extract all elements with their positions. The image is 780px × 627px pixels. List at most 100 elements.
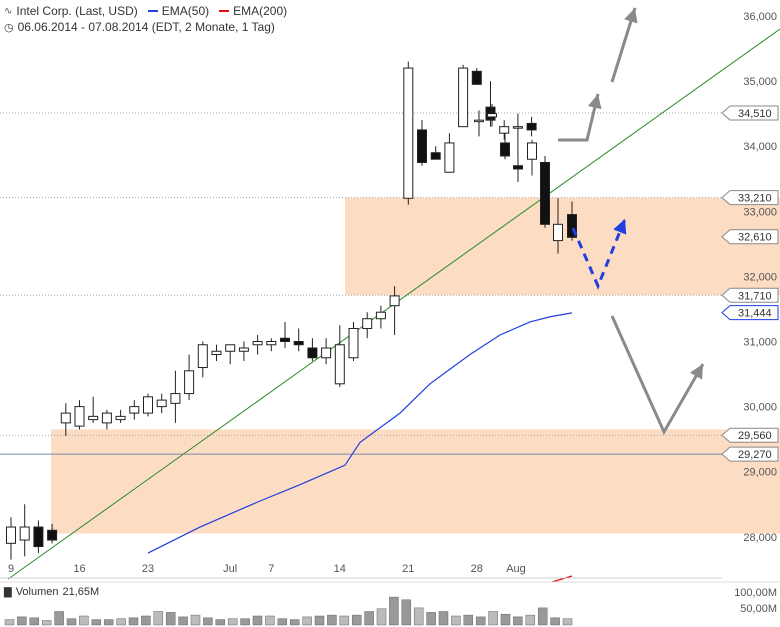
x-tick-label-2: 16 <box>73 563 85 575</box>
price-tag-box-1 <box>721 105 779 121</box>
scenario-arrow-blue-head <box>613 219 627 235</box>
ema50-legend-line <box>147 10 158 12</box>
candle-body-late-1 <box>487 113 497 118</box>
volume-bar-8 <box>103 619 114 626</box>
candle-body-25 <box>348 327 359 359</box>
candle-body-late-7 <box>567 214 577 238</box>
candle-body-4 <box>60 412 71 424</box>
volume-bar-27 <box>339 615 350 626</box>
clock-icon: ◷ <box>4 21 14 34</box>
candle-body-33 <box>458 67 469 128</box>
y-tick-label-1: 36,000 <box>743 11 777 23</box>
candle-body-38 <box>526 122 537 131</box>
volume-bar-13 <box>165 612 176 626</box>
volume-bar-39 <box>488 611 498 626</box>
scenario-arrow-up-high-head <box>624 8 638 24</box>
candle-body-13 <box>184 370 195 395</box>
candle-body-late-6 <box>553 223 563 242</box>
candle-body-0 <box>6 526 16 544</box>
volume-bar-31 <box>389 596 399 626</box>
volume-bar-42 <box>525 614 536 626</box>
volume-bar-30 <box>376 608 387 626</box>
price-tag-box-3 <box>721 229 779 245</box>
volume-bar-37 <box>463 614 474 626</box>
volume-bar-40 <box>500 613 511 626</box>
candle-body-12 <box>170 393 181 404</box>
candle-body-2 <box>33 526 44 548</box>
candle-body-21 <box>293 341 304 346</box>
volume-bar-35 <box>438 611 449 626</box>
scenario-arrow-up <box>558 93 600 142</box>
x-tick-label-1: 9 <box>8 563 14 575</box>
ema50-legend-label: EMA(50) <box>161 4 210 18</box>
ema200-legend-line <box>219 10 230 12</box>
candle-body-15 <box>211 350 222 356</box>
candle-body-late-5 <box>540 161 550 225</box>
ema200-line <box>551 575 573 583</box>
y-tick-label-3: 34,000 <box>743 141 777 153</box>
scenario-arrow-down-up <box>610 315 705 436</box>
candle-body-1 <box>19 526 30 541</box>
volume-bar-23 <box>289 619 300 626</box>
candle-body-16 <box>225 344 236 352</box>
candle-body-late-4 <box>527 142 537 160</box>
y-tick-label-7: 30,000 <box>743 402 777 414</box>
candle-body-18 <box>252 341 263 346</box>
candle-body-5 <box>74 406 85 427</box>
candle-body-29 <box>403 67 414 199</box>
candle-body-26 <box>362 318 373 329</box>
price-tag-box-7 <box>721 446 779 462</box>
price-tag-label-7: 29,270 <box>738 449 772 461</box>
candle-body-14 <box>197 344 208 369</box>
volume-bar-12 <box>153 611 164 626</box>
volume-bar-14 <box>178 616 188 626</box>
candle-body-22 <box>307 347 318 359</box>
volume-tick-1: 100,00M <box>734 587 777 599</box>
instrument-title: Intel Corp. (Last, USD) <box>16 4 138 18</box>
volume-bar-33 <box>413 607 424 626</box>
y-tick-label-4: 33,000 <box>743 206 777 218</box>
candle-body-6 <box>88 415 99 421</box>
volume-bar-43 <box>537 607 548 626</box>
ema50-line <box>147 312 573 554</box>
volume-bar-7 <box>91 619 102 626</box>
volume-tick-2: 50,00M <box>740 603 777 615</box>
volume-bar-38 <box>475 616 486 626</box>
x-tick-label-5: 7 <box>268 563 274 575</box>
candle-body-27 <box>375 311 386 320</box>
volume-bar-4 <box>54 611 64 626</box>
price-tag-label-3: 32,610 <box>738 232 772 244</box>
volume-bar-44 <box>550 617 560 626</box>
candle-body-9 <box>129 406 140 414</box>
y-tick-label-5: 32,000 <box>743 271 777 283</box>
volume-bar-45 <box>562 618 573 626</box>
support-zone-1 <box>345 197 780 296</box>
candle-body-late-0 <box>474 119 484 123</box>
y-tick-label-8: 29,000 <box>743 467 777 479</box>
candle-body-28 <box>389 295 400 307</box>
candle-body-17 <box>238 347 249 352</box>
candle-body-10 <box>143 396 153 414</box>
volume-value: 21,65M <box>62 586 100 598</box>
volume-bar-24 <box>302 616 312 626</box>
price-tag-label-1: 34,510 <box>738 108 772 120</box>
volume-bar-18 <box>227 618 238 626</box>
volume-bar-32 <box>401 599 412 626</box>
price-tag-label-5: 31,444 <box>738 308 772 320</box>
price-tag-label-2: 33,210 <box>738 193 772 205</box>
candle-body-37 <box>512 126 523 129</box>
volume-bar-16 <box>203 617 213 626</box>
volume-bar-29 <box>364 611 374 626</box>
scenario-arrow-blue <box>571 218 627 290</box>
candle-body-31 <box>430 152 441 160</box>
volume-bar-11 <box>141 615 151 626</box>
volume-bar-41 <box>513 616 523 626</box>
volume-bar-28 <box>351 614 362 626</box>
x-tick-label-7: 21 <box>402 563 414 575</box>
chart-menu-icon[interactable]: ∿ <box>4 5 13 17</box>
volume-bar-25 <box>314 615 325 626</box>
price-tag-box-5 <box>721 305 779 321</box>
volume-bar-2 <box>29 617 40 626</box>
period-row: ◷ 06.06.2014 - 07.08.2014 (EDT, 2 Monate… <box>4 20 275 34</box>
scenario-arrow-down-up-head <box>689 364 703 380</box>
